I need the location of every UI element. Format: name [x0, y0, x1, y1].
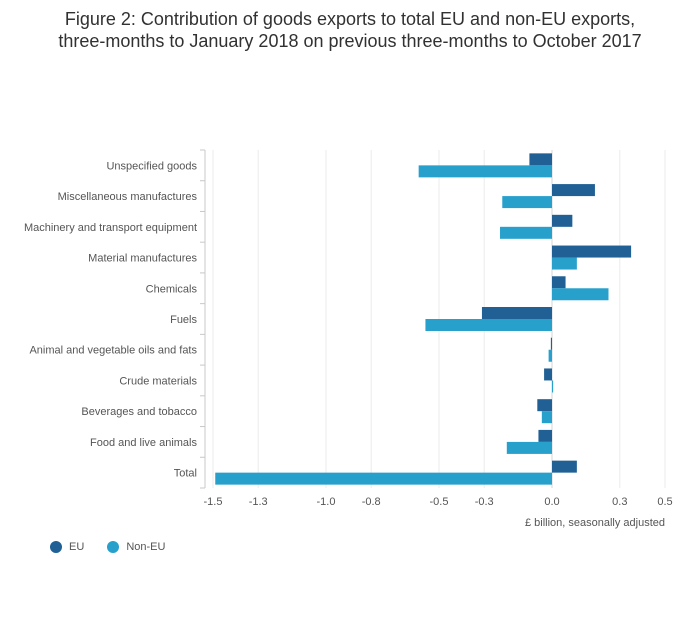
- bar-non-eu-3: [552, 257, 577, 270]
- legend-item-eu[interactable]: EU: [50, 541, 84, 553]
- x-tick-label: -1.0: [317, 496, 336, 508]
- legend-swatch-non-eu: [107, 541, 120, 553]
- x-tick-label: 0.5: [657, 496, 672, 508]
- legend-item-non-eu[interactable]: Non-EU: [107, 541, 165, 553]
- legend-swatch-eu: [50, 541, 62, 553]
- bar-eu-0: [529, 153, 552, 166]
- category-label: Material manufactures: [88, 253, 197, 265]
- bar-non-eu-7: [552, 380, 554, 393]
- bar-non-eu-8: [541, 411, 552, 424]
- bar-eu-10: [552, 460, 577, 473]
- bar-eu-7: [544, 368, 552, 381]
- category-label: Animal and vegetable oils and fats: [29, 345, 197, 357]
- bar-non-eu-10: [215, 472, 552, 485]
- bar-eu-5: [481, 307, 552, 319]
- x-tick-label: -1.5: [204, 496, 223, 508]
- x-axis-title: £ billion, seasonally adjusted: [525, 517, 665, 529]
- bar-non-eu-0: [418, 165, 552, 178]
- x-tick-label: 0.3: [612, 496, 627, 508]
- category-label: Beverages and tobacco: [81, 406, 197, 418]
- chart-title-line-2: three-months to January 2018 on previous…: [58, 31, 642, 51]
- x-tick-label: -0.3: [475, 496, 494, 508]
- category-label: Unspecified goods: [106, 160, 197, 172]
- bar-non-eu-9: [506, 441, 552, 454]
- x-tick-label: -1.3: [249, 496, 268, 508]
- bar-eu-2: [552, 214, 573, 227]
- bar-eu-6: [550, 337, 552, 350]
- bar-eu-9: [538, 429, 552, 442]
- bar-eu-4: [552, 276, 566, 289]
- x-tick-label: -0.8: [362, 496, 381, 508]
- x-tick-label: -0.5: [430, 496, 449, 508]
- chart-title: Figure 2: Contribution of goods exports …: [0, 8, 700, 52]
- legend: EU Non-EU: [50, 541, 185, 556]
- bar-eu-3: [552, 245, 632, 258]
- chart-title-line-1: Figure 2: Contribution of goods exports …: [64, 9, 636, 29]
- bar-non-eu-4: [552, 288, 609, 301]
- bar-eu-8: [537, 399, 552, 412]
- x-tick-label: 0.0: [544, 496, 559, 508]
- category-label: Miscellaneous manufactures: [58, 191, 198, 203]
- bar-eu-1: [552, 184, 595, 197]
- category-label: Machinery and transport equipment: [24, 222, 197, 234]
- category-label: Fuels: [170, 314, 197, 326]
- bar-non-eu-5: [425, 319, 552, 331]
- bar-non-eu-2: [500, 226, 552, 239]
- legend-label-eu: EU: [69, 541, 85, 553]
- category-label: Food and live animals: [90, 437, 198, 449]
- bar-non-eu-6: [548, 349, 552, 362]
- bar-non-eu-1: [502, 196, 552, 209]
- category-label: Crude materials: [119, 375, 197, 387]
- category-label: Total: [174, 468, 197, 480]
- legend-label-non-eu: Non-EU: [126, 541, 166, 553]
- category-label: Chemicals: [146, 283, 198, 295]
